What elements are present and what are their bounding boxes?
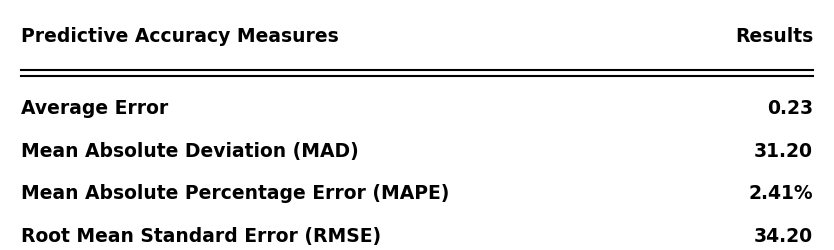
Text: 0.23: 0.23 bbox=[767, 99, 813, 118]
Text: Root Mean Standard Error (RMSE): Root Mean Standard Error (RMSE) bbox=[21, 227, 381, 246]
Text: Average Error: Average Error bbox=[21, 99, 168, 118]
Text: 31.20: 31.20 bbox=[754, 142, 813, 161]
Text: Predictive Accuracy Measures: Predictive Accuracy Measures bbox=[21, 27, 339, 46]
Text: Mean Absolute Percentage Error (MAPE): Mean Absolute Percentage Error (MAPE) bbox=[21, 184, 450, 203]
Text: Mean Absolute Deviation (MAD): Mean Absolute Deviation (MAD) bbox=[21, 142, 359, 161]
Text: 2.41%: 2.41% bbox=[749, 184, 813, 203]
Text: 34.20: 34.20 bbox=[754, 227, 813, 246]
Text: Results: Results bbox=[735, 27, 813, 46]
